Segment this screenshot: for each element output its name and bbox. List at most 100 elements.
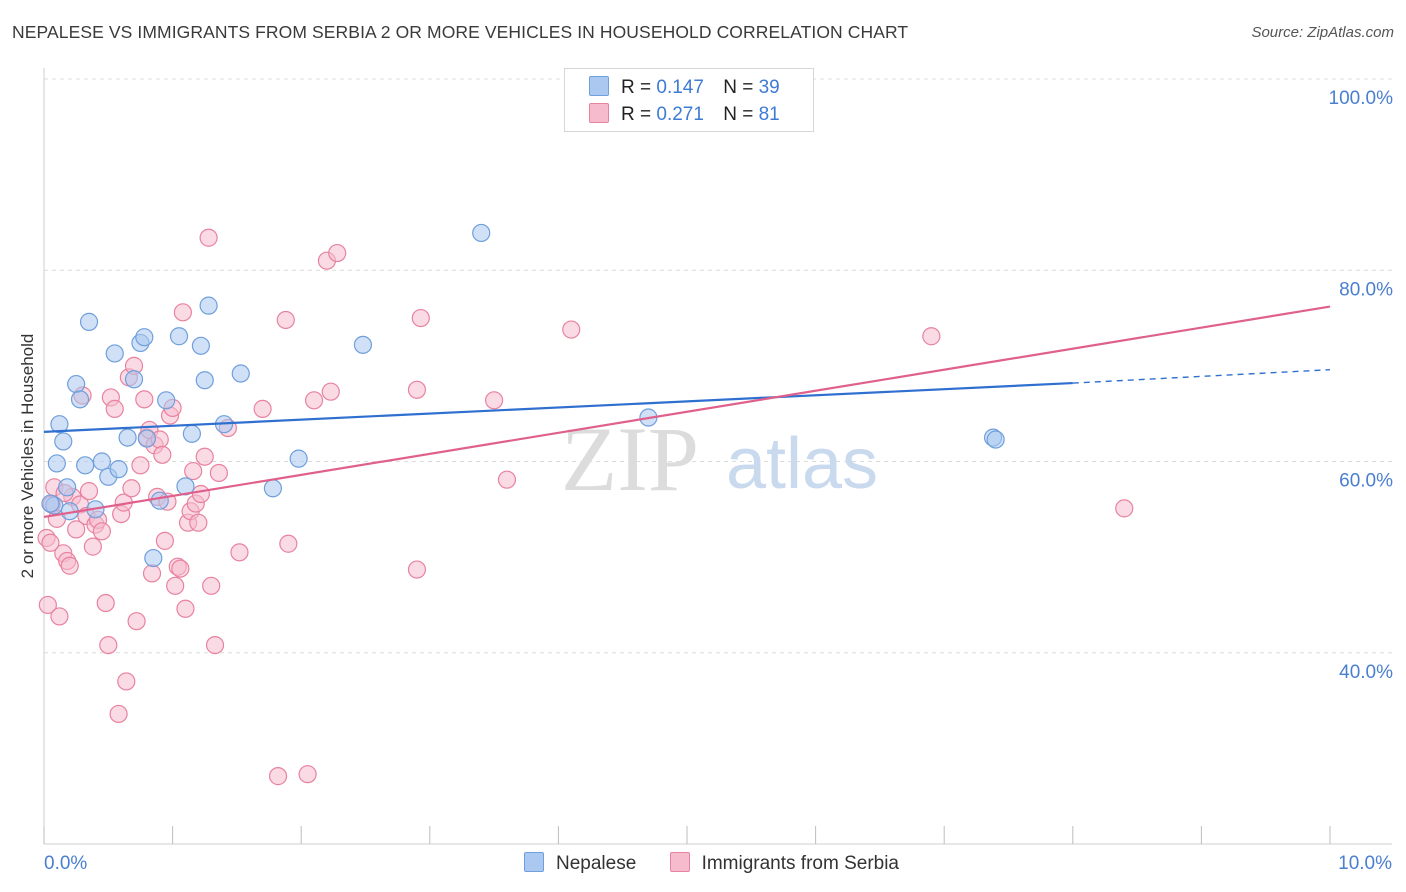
nepalese-point: [195, 371, 214, 390]
stats-legend: R = 0.147 N = 39 R = 0.271 N = 81: [564, 68, 814, 132]
serbia-point: [38, 595, 57, 615]
serbia-point: [155, 531, 174, 550]
nepalese-point: [191, 336, 210, 355]
nepalese-point: [169, 327, 189, 346]
serbia-point: [105, 399, 124, 419]
series-legend: Nepalese Immigrants from Serbia: [524, 852, 927, 875]
serbia-point: [92, 522, 111, 541]
y-tick-label: 100.0%: [1329, 88, 1394, 109]
nepalese-trend-line: [43, 381, 1073, 433]
nepalese-trend-extension: [1072, 369, 1331, 384]
nepalese-point: [986, 430, 1005, 449]
nepalese-point: [67, 374, 86, 394]
serbia-point: [922, 327, 941, 346]
nepalese-point: [124, 370, 144, 389]
legend-label: Immigrants from Serbia: [701, 853, 900, 874]
serbia-point: [407, 560, 427, 579]
nepalese-point: [50, 415, 69, 434]
nepalese-point: [182, 424, 201, 443]
nepalese-point: [76, 456, 95, 475]
nepalese-point: [144, 548, 163, 568]
r-value: 0.271: [656, 104, 704, 125]
nepalese-point: [135, 328, 154, 347]
n-value: 81: [758, 104, 780, 125]
tick-labels: 100.0% 80.0% 60.0% 40.0% 0.0% 10.0%: [44, 88, 1393, 874]
serbia-point: [135, 390, 154, 409]
nepalese-point: [137, 429, 156, 448]
nepalese-point: [79, 312, 99, 331]
serbia-point: [230, 543, 249, 562]
serbia-point: [497, 470, 517, 489]
serbia-point: [127, 612, 146, 631]
n-value: 39: [758, 77, 780, 98]
x-tick-label: 10.0%: [1338, 853, 1392, 874]
r-value: 0.147: [656, 77, 704, 98]
nepalese-point: [118, 428, 137, 447]
serbia-point: [268, 767, 288, 786]
chart-title: NEPALESE VS IMMIGRANTS FROM SERBIA 2 OR …: [12, 22, 909, 42]
serbia-point: [96, 593, 115, 613]
serbia-point: [411, 308, 430, 328]
serbia-point: [279, 534, 298, 553]
nepalese-point: [289, 449, 308, 468]
serbia-point: [173, 303, 192, 322]
stats-row-nepalese: R = 0.147 N = 39: [589, 76, 780, 100]
serbia-point: [60, 556, 79, 575]
nepalese-point: [353, 335, 373, 354]
nepalese-point: [54, 432, 73, 451]
serbia-point: [131, 456, 150, 475]
serbia-point: [276, 310, 295, 330]
serbia-point: [166, 576, 185, 595]
axes: [43, 68, 1392, 845]
serbia-point: [176, 599, 195, 618]
stats-row-serbia: R = 0.271 N = 81: [589, 103, 780, 127]
serbia-point: [171, 559, 190, 578]
serbia-point: [209, 463, 228, 483]
serbia-point: [191, 484, 210, 504]
watermark-zip: ZIP: [561, 408, 699, 510]
r-label: R =: [621, 104, 652, 125]
serbia-point: [83, 537, 102, 556]
y-tick-label: 60.0%: [1339, 471, 1393, 492]
nepalese-point: [70, 390, 90, 409]
legend-item-serbia: Immigrants from Serbia: [669, 852, 900, 875]
nepalese-swatch: [524, 852, 544, 872]
serbia-point: [189, 513, 208, 532]
nepalese-swatch: [589, 76, 609, 96]
serbia-trend-line: [43, 305, 1331, 519]
serbia-swatch: [669, 852, 690, 872]
source-label: Source: ZipAtlas.com: [1251, 24, 1394, 41]
serbia-point: [304, 391, 324, 410]
serbia-point: [142, 564, 162, 583]
serbia-point: [407, 380, 427, 399]
nepalese-point: [58, 478, 77, 497]
legend-label: Nepalese: [556, 853, 637, 874]
x-tick-label: 0.0%: [44, 853, 87, 874]
legend-item-nepalese: Nepalese: [524, 852, 636, 875]
nepalese-point: [150, 491, 169, 510]
serbia-point: [67, 520, 86, 539]
serbia-point: [202, 576, 221, 595]
series-nepalese: [41, 223, 1005, 568]
nepalese-point: [92, 452, 111, 471]
serbia-point: [298, 765, 317, 784]
nepalese-point: [105, 344, 124, 363]
nepalese-point: [263, 479, 283, 498]
y-tick-label: 80.0%: [1339, 279, 1393, 300]
watermark-atlas: atlas: [726, 424, 878, 504]
serbia-point: [122, 479, 141, 498]
gridlines: [44, 78, 1392, 654]
serbia-point: [153, 445, 172, 464]
y-tick-label: 40.0%: [1339, 662, 1393, 683]
serbia-point: [41, 533, 60, 552]
trend-lines: [43, 305, 1331, 519]
serbia-point: [205, 635, 225, 655]
watermark: ZIP atlas: [561, 408, 878, 510]
nepalese-point: [472, 223, 491, 243]
serbia-point: [199, 228, 218, 247]
serbia-point: [321, 382, 340, 401]
n-label: N =: [723, 77, 754, 98]
serbia-point: [562, 320, 581, 339]
serbia-point: [184, 461, 203, 481]
